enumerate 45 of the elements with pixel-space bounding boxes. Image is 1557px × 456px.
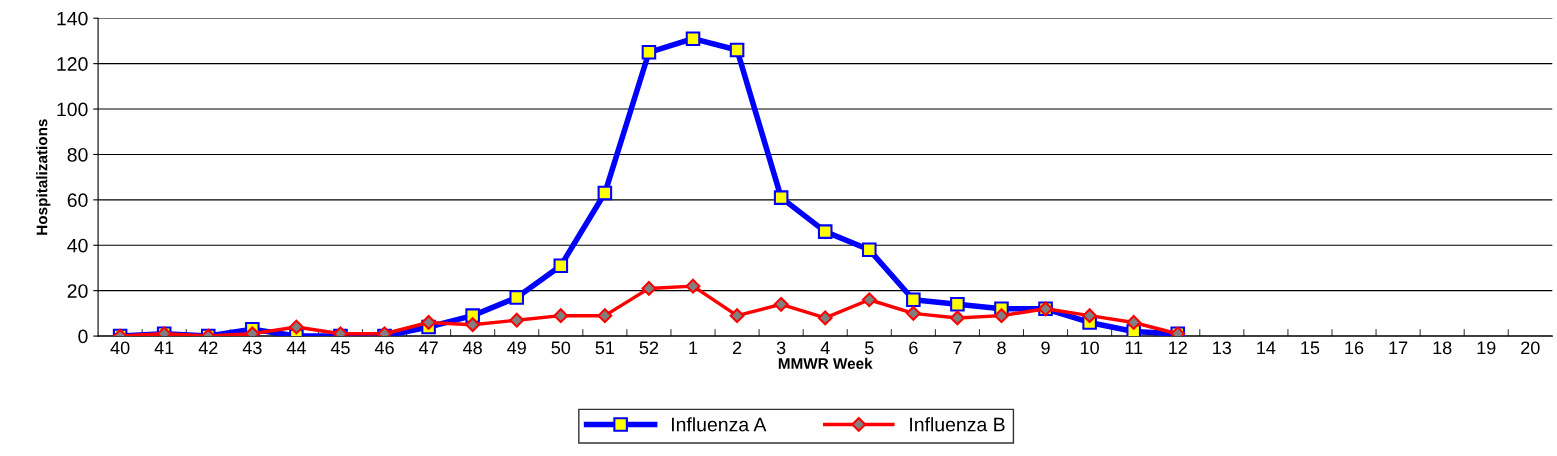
x-tick-label: 11 (1125, 341, 1143, 355)
x-tick-label: 8 (997, 341, 1006, 355)
x-tick-label: 40 (110, 341, 130, 355)
x-tick-label: 6 (909, 341, 918, 355)
x-tick-label: 42 (198, 341, 218, 355)
x-tick-label: 12 (1169, 341, 1187, 355)
y-tick-label: 120 (57, 57, 88, 71)
x-tick-label: 41 (154, 341, 174, 355)
x-tick-label: 9 (1041, 341, 1050, 355)
x-tick-label: 52 (639, 341, 659, 355)
x-tick-label: 15 (1301, 341, 1320, 355)
x-tick-label: 1 (689, 341, 698, 355)
x-tick-label: 45 (330, 341, 350, 355)
y-tick-label: 20 (67, 284, 88, 298)
x-tick-label: 13 (1213, 341, 1232, 355)
y-tick-label: 140 (57, 11, 88, 26)
x-tick-label: 50 (551, 341, 571, 355)
x-tick-label: 46 (374, 341, 394, 355)
y-axis-title: Hospitalizations (36, 119, 51, 235)
x-tick-label: 16 (1345, 341, 1364, 355)
x-tick-label: 7 (953, 341, 962, 355)
y-tick-label: 100 (57, 102, 88, 117)
x-tick-label: 19 (1477, 341, 1496, 355)
x-tick-label: 5 (864, 341, 874, 355)
y-tick-label: 80 (67, 147, 88, 162)
x-axis-title: MMWR Week (778, 357, 873, 369)
legend-label: Influenza B (910, 417, 1005, 432)
x-tick-label: 10 (1080, 341, 1099, 355)
x-tick-label: 2 (732, 341, 742, 355)
x-tick-label: 43 (242, 341, 262, 355)
x-tick-label: 49 (507, 341, 526, 355)
x-tick-label: 48 (463, 341, 482, 355)
y-tick-label: 40 (67, 238, 88, 253)
y-tick-label: 0 (78, 329, 88, 344)
x-tick-label: 20 (1521, 341, 1540, 355)
legend-label: Influenza A (672, 417, 767, 432)
x-tick-label: 3 (776, 341, 786, 355)
x-tick-label: 51 (595, 341, 615, 355)
x-tick-label: 4 (820, 341, 830, 355)
y-tick-label: 60 (67, 193, 88, 208)
x-tick-label: 17 (1389, 341, 1408, 355)
x-tick-label: 47 (418, 341, 438, 355)
x-tick-label: 14 (1257, 341, 1276, 355)
x-tick-label: 18 (1433, 341, 1452, 355)
x-tick-label: 44 (286, 341, 306, 355)
